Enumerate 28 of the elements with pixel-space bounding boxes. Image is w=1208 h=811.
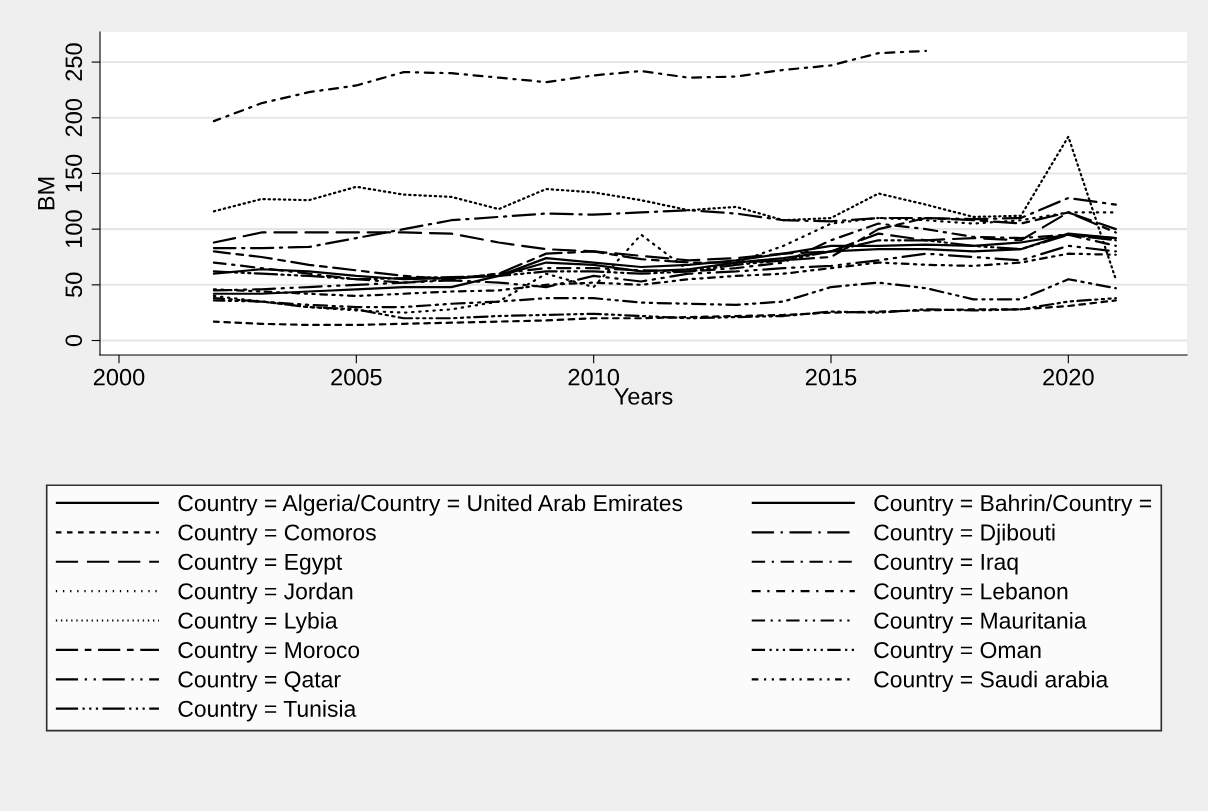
legend-label: Country = Saudi arabia [874,670,1109,693]
legend-label: Country = Lybia [178,611,338,634]
x-tick-label: 2000 [93,368,145,386]
y-tick-label: 150 [65,154,83,192]
x-tick-label: 2010 [568,368,619,386]
x-tick-label: 2015 [805,368,857,386]
x-tick-label: 2020 [1043,368,1094,386]
legend-label: Country = Tunisia [178,700,357,722]
y-axis-title: BM [38,177,55,210]
legend-label: Country = Djibouti [874,523,1055,546]
legend-label: Country = Egypt [178,553,343,575]
legend-label: Country = Jordan [178,582,353,604]
legend-label: Country = Lebanon [874,582,1068,604]
y-tick-label: 0 [65,334,83,347]
legend-label: Country = Comoros [178,524,376,546]
x-axis-title: Years [614,388,673,405]
legend-label: Country = Mauritania [874,611,1087,634]
y-tick-label: 50 [65,272,83,298]
y-tick-label: 250 [65,43,83,81]
legend-label: Country = Oman [874,641,1041,663]
legend-label: Country = Qatar [178,671,341,693]
y-tick-label: 200 [65,98,83,137]
legend-label: Country = Iraq [874,553,1018,575]
x-tick-label: 2005 [331,368,382,386]
legend-label: Country = Moroco [178,641,360,663]
legend-label: Country = Algeria/Country = United Arab Emirates [178,494,683,516]
y-tick-label: 100 [65,210,83,248]
legend-label: Country = Bahrin/Country = [874,494,1152,516]
